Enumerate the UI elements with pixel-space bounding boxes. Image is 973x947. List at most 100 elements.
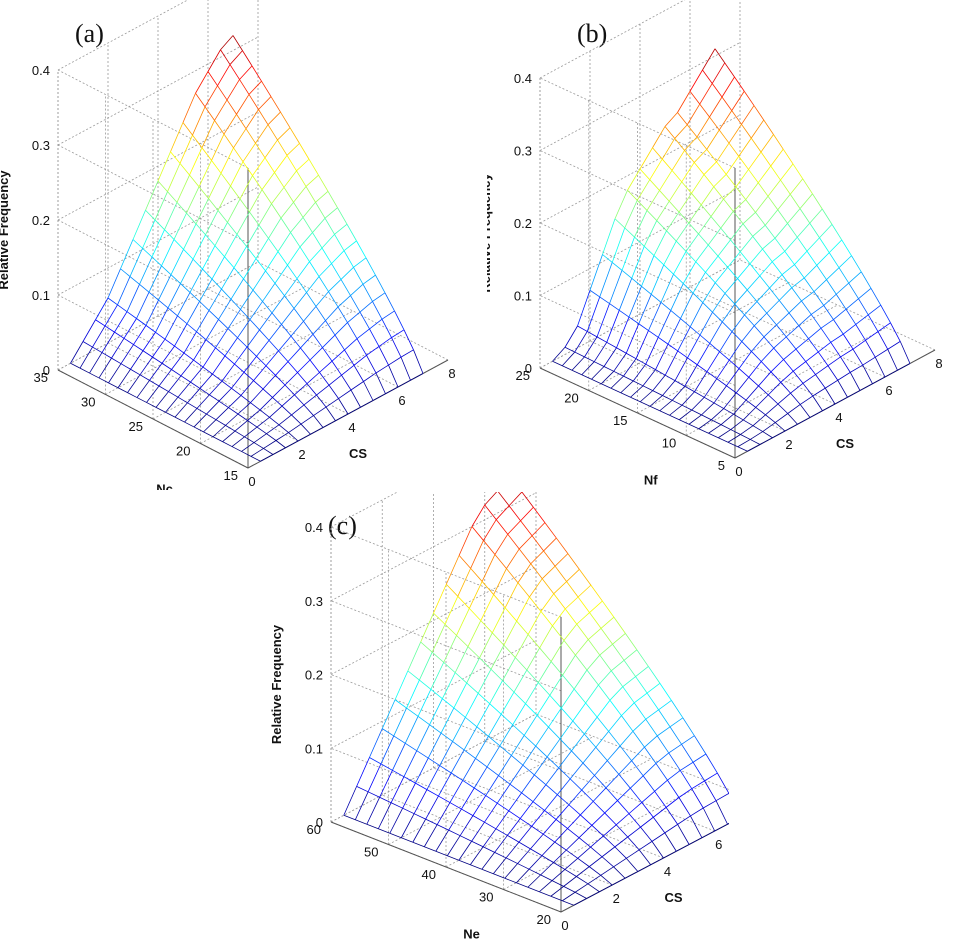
surface-mesh-segment bbox=[605, 787, 618, 801]
surface-mesh-segment bbox=[674, 124, 688, 139]
surface-mesh-segment bbox=[278, 335, 292, 352]
surface-mesh-segment bbox=[762, 431, 773, 439]
surface-mesh-segment bbox=[471, 840, 484, 848]
surface-mesh-segment bbox=[142, 350, 153, 358]
surface-mesh-segment bbox=[512, 703, 526, 725]
surface-mesh-segment bbox=[648, 302, 662, 331]
surface-mesh-segment bbox=[700, 204, 712, 217]
surface-mesh-segment bbox=[551, 880, 564, 887]
y-tick-label: 30 bbox=[81, 395, 95, 410]
surface-mesh-segment bbox=[164, 202, 178, 230]
surface-mesh-segment bbox=[665, 797, 680, 808]
surface-mesh-segment bbox=[753, 325, 765, 338]
surface-mesh-segment bbox=[439, 741, 453, 766]
surface-mesh-segment bbox=[228, 395, 242, 408]
surface-mesh-segment bbox=[243, 371, 254, 381]
surface-mesh-segment bbox=[484, 821, 497, 830]
surface-mesh-segment bbox=[236, 234, 247, 247]
surface-mesh-segment bbox=[623, 358, 637, 377]
surface-mesh-segment bbox=[306, 276, 320, 293]
surface-mesh-segment bbox=[215, 328, 229, 349]
surface-mesh-segment bbox=[192, 258, 203, 270]
surface-mesh-segment bbox=[406, 707, 419, 717]
surface-mesh-segment bbox=[403, 776, 416, 784]
surface-mesh-segment bbox=[833, 319, 844, 335]
surface-mesh-segment bbox=[731, 110, 742, 125]
surface-mesh-segment bbox=[627, 168, 641, 191]
surface-mesh-segment bbox=[563, 876, 577, 887]
surface-mesh-segment bbox=[136, 397, 147, 403]
surface-mesh-segment bbox=[504, 863, 518, 879]
surface-mesh-segment bbox=[638, 294, 652, 324]
surface-mesh-segment bbox=[552, 346, 566, 362]
surface-mesh-segment bbox=[211, 256, 225, 280]
surface-mesh-segment bbox=[521, 492, 534, 508]
surface-mesh-segment bbox=[262, 388, 273, 398]
surface-mesh-segment bbox=[446, 835, 461, 856]
surface-mesh-segment bbox=[375, 364, 389, 374]
surface-mesh-segment bbox=[250, 402, 261, 411]
surface-mesh-segment bbox=[281, 324, 292, 337]
surface-mesh-segment bbox=[244, 426, 258, 438]
surface-mesh-segment bbox=[296, 261, 310, 279]
surface-mesh-segment bbox=[483, 540, 496, 555]
surface-mesh-segment bbox=[619, 309, 630, 318]
surface-mesh-segment bbox=[272, 397, 283, 407]
surface-mesh-segment bbox=[654, 791, 667, 808]
surface-mesh-segment bbox=[528, 855, 543, 870]
surface-mesh-segment bbox=[720, 227, 731, 241]
surface-mesh-segment bbox=[823, 305, 834, 320]
surface-mesh-segment bbox=[813, 291, 825, 306]
surface-mesh-segment bbox=[231, 372, 245, 389]
surface-mesh-segment bbox=[677, 91, 691, 113]
surface-mesh-segment bbox=[338, 398, 349, 415]
grid-line bbox=[330, 566, 537, 675]
surface-mesh-segment bbox=[612, 643, 625, 661]
surface-mesh-segment bbox=[598, 670, 612, 686]
surface-mesh-segment bbox=[249, 301, 263, 320]
x-tick-label: 2 bbox=[298, 447, 305, 462]
surface-mesh-segment bbox=[207, 49, 221, 72]
surface-mesh-segment bbox=[378, 828, 390, 834]
grid-line bbox=[257, 261, 449, 361]
surface-mesh-segment bbox=[281, 405, 292, 416]
surface-mesh-segment bbox=[587, 874, 601, 885]
surface-mesh-segment bbox=[695, 261, 706, 273]
surface-mesh-segment bbox=[252, 175, 263, 190]
surface-mesh-segment bbox=[261, 80, 272, 97]
surface-mesh-segment bbox=[528, 868, 541, 876]
surface-mesh-segment bbox=[599, 262, 613, 298]
surface-mesh-segment bbox=[245, 109, 259, 129]
surface-mesh-segment bbox=[763, 324, 777, 338]
surface-mesh-segment bbox=[652, 390, 663, 396]
surface-mesh-segment bbox=[226, 99, 237, 115]
surface-mesh-segment bbox=[394, 310, 405, 330]
surface-mesh-segment bbox=[627, 826, 641, 838]
surface-mesh-segment bbox=[587, 331, 598, 338]
surface-mesh-segment bbox=[425, 795, 439, 820]
surface-mesh-segment bbox=[714, 823, 728, 832]
surface-mesh-segment bbox=[626, 858, 639, 872]
surface-mesh-segment bbox=[686, 103, 701, 125]
surface-mesh-segment bbox=[296, 170, 307, 187]
surface-mesh-segment bbox=[645, 337, 659, 365]
surface-mesh-segment bbox=[622, 676, 636, 688]
surface-mesh-segment bbox=[734, 76, 745, 92]
surface-mesh-segment bbox=[802, 178, 813, 195]
surface-mesh-segment bbox=[227, 309, 241, 329]
surface-mesh-segment bbox=[731, 314, 745, 332]
surface-mesh-segment bbox=[582, 746, 597, 764]
surface-mesh-segment bbox=[581, 361, 595, 376]
surface-mesh-segment bbox=[552, 608, 566, 627]
surface-mesh-segment bbox=[334, 322, 348, 336]
surface-mesh-segment bbox=[649, 179, 660, 191]
z-tick-label: 0.3 bbox=[32, 138, 50, 153]
surface-mesh-segment bbox=[616, 316, 630, 348]
surface-mesh-segment bbox=[773, 336, 787, 349]
surface-mesh-segment bbox=[426, 789, 439, 797]
surface-mesh-segment bbox=[363, 372, 377, 382]
surface-mesh-segment bbox=[139, 374, 150, 381]
surface-mesh-segment bbox=[795, 348, 807, 362]
surface-mesh-segment bbox=[542, 819, 557, 835]
surface-mesh-segment bbox=[643, 245, 655, 256]
